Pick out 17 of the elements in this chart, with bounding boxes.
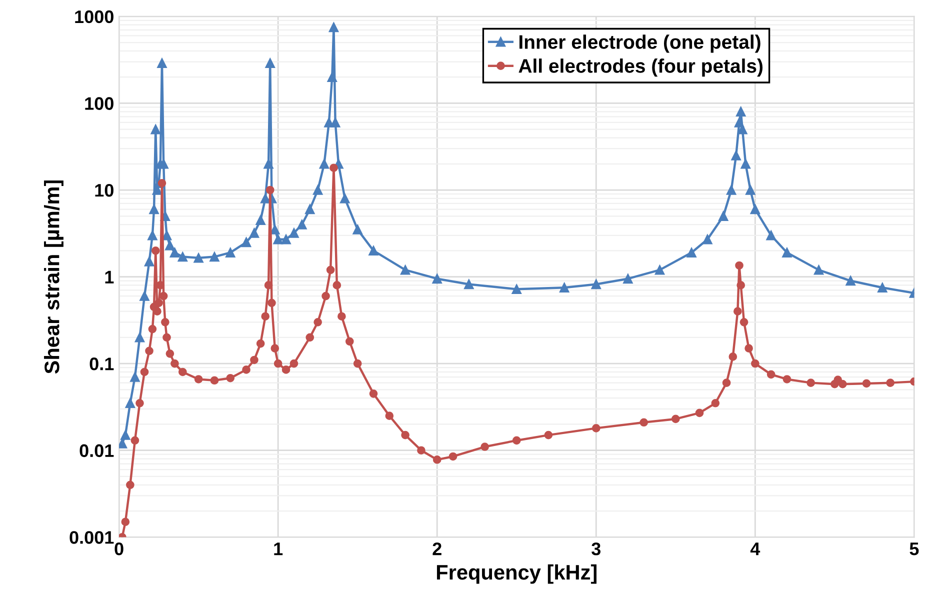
x-axis-title: Frequency [kHz] bbox=[436, 564, 596, 584]
x-tick-label: 5 bbox=[910, 542, 919, 556]
y-tick-label: 1000 bbox=[75, 10, 114, 24]
x-tick-label: 0 bbox=[114, 542, 124, 556]
y-tick-label: 0.1 bbox=[90, 358, 114, 370]
y-tick-label: 100 bbox=[85, 97, 114, 110]
y-tick-label: 10 bbox=[95, 184, 114, 197]
y-tick-label: 1 bbox=[105, 270, 114, 284]
legend-label: All electrodes (four petals) bbox=[518, 58, 763, 77]
legend-label: Inner electrode (one petal) bbox=[520, 34, 760, 53]
x-tick-label: 3 bbox=[592, 542, 600, 556]
y-tick-label: 0.01 bbox=[80, 444, 114, 458]
y-tick-label: 0.001 bbox=[70, 531, 114, 544]
x-tick-label: 4 bbox=[750, 542, 760, 556]
x-tick-label: 2 bbox=[432, 542, 442, 556]
x-tick-label: 1 bbox=[274, 542, 283, 556]
y-axis-title: Shear strain [µm/m] bbox=[44, 180, 64, 374]
